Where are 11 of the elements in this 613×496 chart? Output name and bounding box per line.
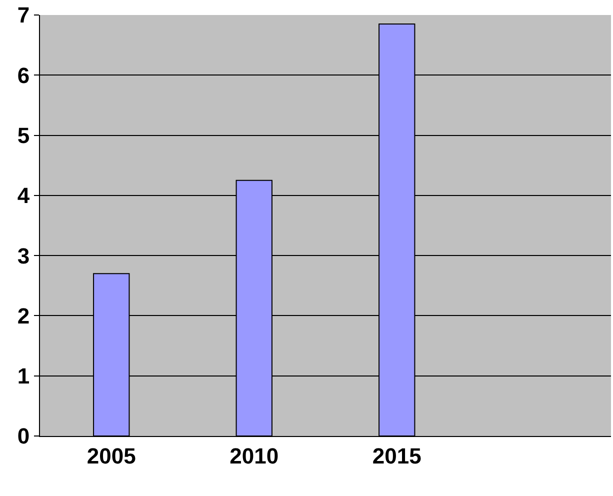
- y-tick-label: 3: [17, 243, 30, 268]
- y-tick-label: 1: [17, 364, 30, 389]
- y-tick-label: 6: [17, 62, 30, 88]
- x-tick-label: 2010: [230, 443, 279, 468]
- y-tick-label: 0: [17, 424, 30, 449]
- x-tick-label: 2005: [86, 443, 136, 468]
- y-tick-label: 7: [17, 2, 30, 28]
- y-tick-label: 4: [17, 183, 30, 208]
- y-tick-label: 5: [17, 122, 30, 148]
- y-tick-label: 2: [17, 303, 30, 328]
- x-tick-label: 2015: [372, 443, 422, 468]
